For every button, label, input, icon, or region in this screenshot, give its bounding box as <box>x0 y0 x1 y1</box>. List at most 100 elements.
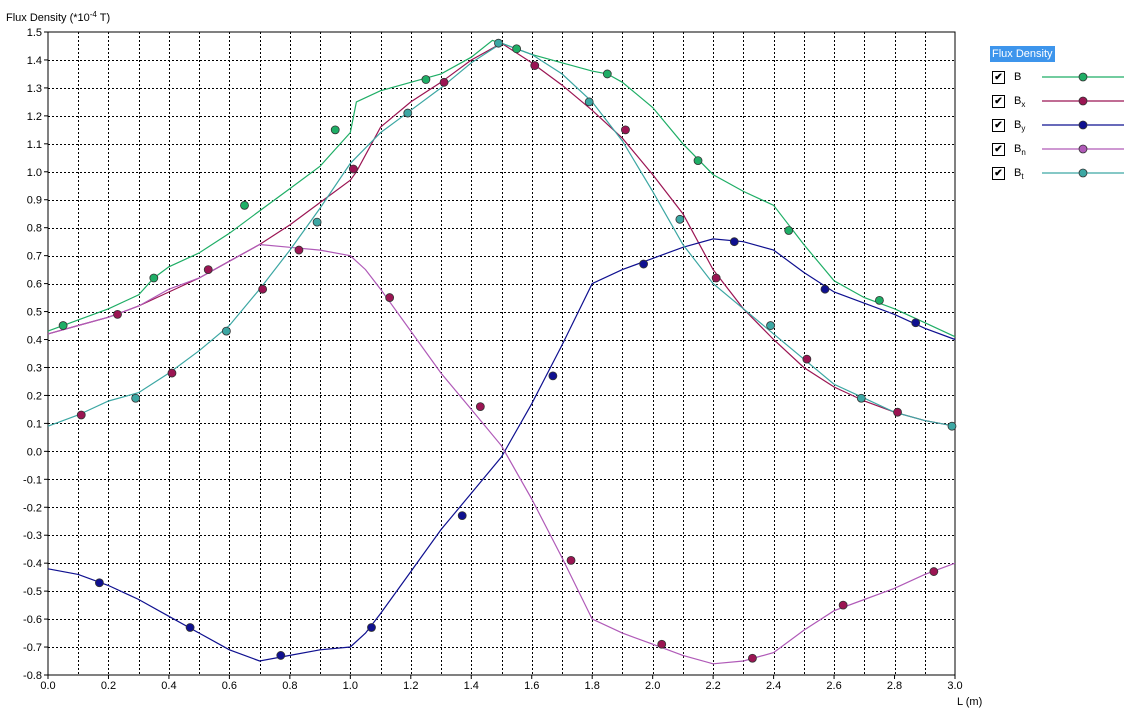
x-tick-label: 1.8 <box>585 680 600 692</box>
x-tick-label: 0.4 <box>161 680 176 692</box>
series-marker-By <box>548 371 558 381</box>
y-tick-label: 1.2 <box>27 111 42 123</box>
y-tick-label: 0.9 <box>27 195 42 207</box>
y-tick-label: 0.7 <box>27 251 42 263</box>
series-marker-By <box>911 318 921 328</box>
series-marker-Bx <box>929 567 939 576</box>
legend-item-Bn[interactable]: ✔ Bn <box>990 140 1133 164</box>
legend-swatch-B <box>1042 72 1124 82</box>
legend-checkbox-B[interactable]: ✔ <box>992 71 1005 84</box>
series-marker-Bx <box>711 273 721 283</box>
legend-item-B[interactable]: ✔ B <box>990 68 1133 92</box>
series-marker-Bx <box>76 410 86 420</box>
series-marker-Bx <box>348 164 358 174</box>
legend-label-By: By <box>1014 119 1026 134</box>
y-tick-label: 1.4 <box>27 55 42 67</box>
series-markers <box>58 38 957 663</box>
series-marker-Bx <box>621 125 630 135</box>
y-tick-label: -0.1 <box>23 474 42 486</box>
y-tick-label: 0.8 <box>27 223 42 235</box>
series-marker-B <box>693 156 703 166</box>
legend: Flux Density ✔ B ✔ Bx ✔ By ✔ Bn ✔ Bt <box>990 46 1133 188</box>
legend-checkbox-Bx[interactable]: ✔ <box>992 95 1005 108</box>
x-tick-label: 2.2 <box>705 680 720 692</box>
y-tick-label: 0.6 <box>27 279 42 291</box>
x-tick-label: 0.8 <box>282 680 297 692</box>
x-tick-label: 3.0 <box>947 680 962 692</box>
y-tick-label: -0.8 <box>23 670 42 682</box>
legend-swatch-Bx <box>1042 96 1124 106</box>
series-marker-Bx <box>475 402 485 412</box>
legend-swatch-Bn <box>1042 144 1124 154</box>
series-marker-By <box>367 623 376 632</box>
legend-label-Bn: Bn <box>1014 143 1026 158</box>
series-marker-Bt <box>312 217 322 227</box>
series-marker-By <box>639 259 648 269</box>
y-tick-label: 0.4 <box>27 335 42 347</box>
series-marker-B <box>784 226 794 235</box>
series-marker-Bx <box>566 555 576 565</box>
x-axis-label: L (m) <box>957 696 982 708</box>
legend-swatch-By <box>1042 120 1124 130</box>
series-marker-Bx <box>203 265 213 275</box>
x-tick-label: 0.6 <box>222 680 237 692</box>
y-tick-label: 1.3 <box>27 83 42 95</box>
legend-item-Bx[interactable]: ✔ Bx <box>990 92 1133 116</box>
y-tick-label: 0.5 <box>27 307 42 319</box>
series-marker-B <box>512 44 522 54</box>
series-marker-By <box>820 284 830 294</box>
y-tick-label: 1.1 <box>27 139 42 151</box>
y-tick-label: -0.7 <box>23 642 42 654</box>
legend-label-Bx: Bx <box>1014 95 1026 110</box>
series-marker-Bt <box>494 38 503 48</box>
y-tick-label: 0.0 <box>27 446 42 458</box>
series-marker-Bx <box>657 639 667 649</box>
legend-item-Bt[interactable]: ✔ Bt <box>990 164 1133 188</box>
series-marker-Bt <box>403 108 413 118</box>
x-tick-label: 1.6 <box>524 680 539 692</box>
x-tick-label: 1.2 <box>403 680 418 692</box>
legend-label-Bt: Bt <box>1014 167 1024 182</box>
grid <box>47 31 956 676</box>
series-marker-B <box>602 69 612 79</box>
x-tick-label: 2.8 <box>887 680 902 692</box>
series-marker-B <box>421 75 431 84</box>
series-marker-Bt <box>221 326 231 336</box>
x-tick-label: 1.4 <box>464 680 479 692</box>
series-marker-By <box>729 237 739 247</box>
series-marker-By <box>94 578 104 588</box>
series-marker-Bt <box>584 97 594 107</box>
legend-title: Flux Density <box>990 46 1055 62</box>
x-tick-label: 0.2 <box>101 680 116 692</box>
series-marker-Bx <box>893 407 902 417</box>
series-marker-By <box>457 511 467 521</box>
y-tick-label: -0.2 <box>23 502 42 514</box>
series-marker-B <box>149 273 159 283</box>
legend-swatch-Bt <box>1042 168 1124 178</box>
series-marker-Bt <box>675 214 685 224</box>
series-marker-Bx <box>530 61 540 70</box>
y-axis-label: Flux Density (*10-4 T) <box>6 10 110 24</box>
legend-item-By[interactable]: ✔ By <box>990 116 1133 140</box>
series-marker-Bx <box>294 245 304 255</box>
x-tick-label: 2.0 <box>645 680 660 692</box>
y-tick-label: 1.0 <box>27 167 42 179</box>
series-marker-Bx <box>385 293 395 302</box>
legend-checkbox-Bn[interactable]: ✔ <box>992 143 1005 156</box>
plot-frame <box>47 31 956 676</box>
legend-checkbox-Bt[interactable]: ✔ <box>992 167 1005 180</box>
series-line-By <box>47 238 956 662</box>
x-tick-label: 0.0 <box>40 680 55 692</box>
x-tick-label: 2.4 <box>766 680 781 692</box>
y-tick-label: -0.6 <box>23 614 42 626</box>
series-marker-Bt <box>131 393 141 403</box>
series-marker-B <box>330 125 340 135</box>
series-marker-Bx <box>802 354 812 364</box>
series-marker-Bt <box>766 321 775 330</box>
x-tick-label: 2.6 <box>826 680 841 692</box>
series-marker-By <box>276 651 286 660</box>
series-marker-Bx <box>258 284 268 294</box>
legend-checkbox-By[interactable]: ✔ <box>992 119 1005 132</box>
series-marker-Bt <box>856 393 866 403</box>
